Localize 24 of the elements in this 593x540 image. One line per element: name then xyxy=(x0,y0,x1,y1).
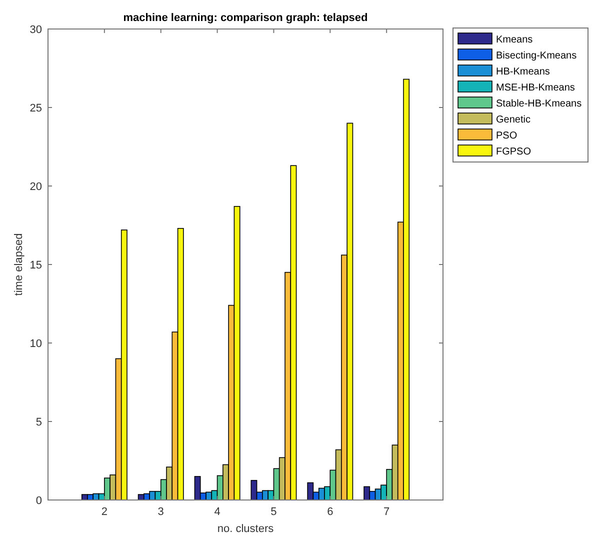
x-tick-label: 6 xyxy=(327,506,334,518)
y-tick-label: 30 xyxy=(30,24,42,36)
legend-label: FGPSO xyxy=(496,146,532,158)
legend-label: MSE-HB-Kmeans xyxy=(496,82,575,94)
legend-label: PSO xyxy=(496,130,518,142)
y-tick-label: 25 xyxy=(30,102,42,114)
x-tick-label: 4 xyxy=(214,506,220,518)
chart-title: machine learning: comparison graph: telapsed xyxy=(123,12,368,24)
legend-label: HB-Kmeans xyxy=(496,66,550,78)
legend-label: Kmeans xyxy=(496,34,533,46)
y-tick-label: 20 xyxy=(30,181,42,193)
y-tick-label: 0 xyxy=(36,495,42,507)
y-tick-label: 10 xyxy=(30,338,42,350)
legend-label: Genetic xyxy=(496,114,530,126)
x-tick-label: 5 xyxy=(270,506,277,518)
x-axis-title: no. clusters xyxy=(217,523,274,535)
legend-label: Bisecting-Kmeans xyxy=(496,50,577,62)
x-tick-label: 7 xyxy=(384,506,390,518)
x-tick-label: 2 xyxy=(101,506,108,518)
y-axis-title: time elapsed xyxy=(13,233,25,296)
x-tick-label: 3 xyxy=(158,506,164,518)
legend-label: Stable-HB-Kmeans xyxy=(496,98,582,110)
y-tick-label: 5 xyxy=(36,416,42,428)
y-tick-label: 15 xyxy=(30,260,42,272)
